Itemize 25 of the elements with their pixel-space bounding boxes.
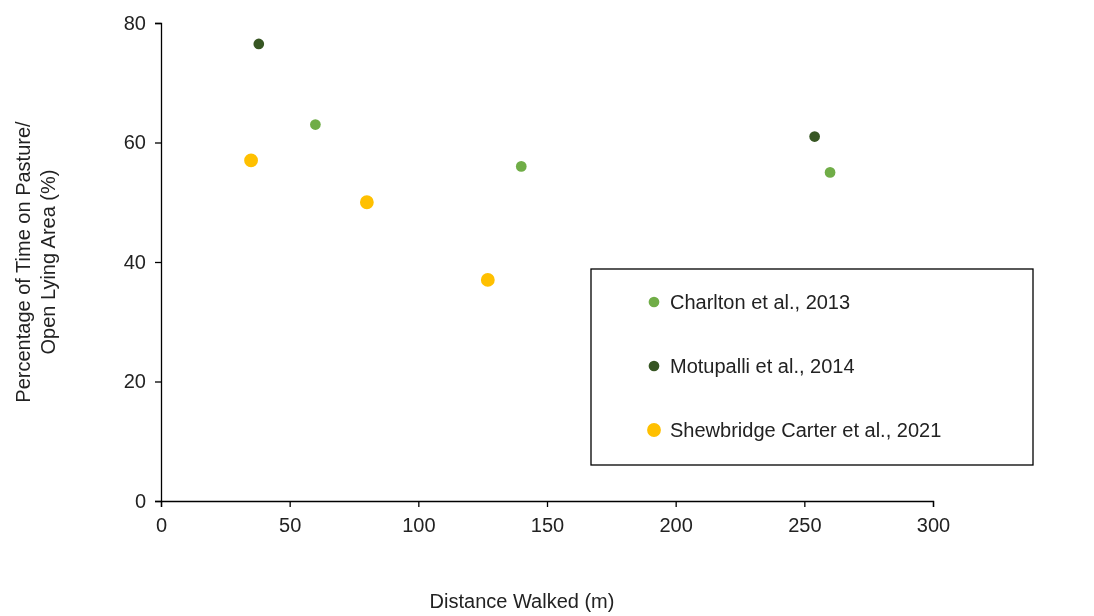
legend-label: Motupalli et al., 2014	[670, 355, 855, 377]
y-tick-label: 80	[123, 11, 146, 34]
x-tick-label: 300	[916, 514, 951, 536]
point	[515, 161, 527, 172]
x-tick-label: 250	[788, 514, 822, 536]
y-tick-label: 40	[123, 250, 146, 273]
legend-label: Shewbridge Carter et al., 2021	[670, 419, 942, 441]
x-tick-label: 0	[155, 514, 168, 536]
y-axis-title: Percentage of Time on Pasture/ Open Lying Area (%)	[12, 120, 59, 403]
y-tick-label: 60	[123, 131, 146, 154]
x-tick-label: 100	[402, 514, 436, 536]
x-tick-label: 150	[530, 514, 565, 536]
y-tick-label: 0	[134, 489, 146, 512]
x-axis-title: Distance Walked (m)	[429, 590, 615, 612]
point	[824, 167, 836, 178]
point	[310, 119, 321, 130]
legend-label: Charlton et al., 2013	[670, 291, 851, 313]
point	[244, 153, 258, 168]
point	[253, 38, 265, 50]
x-tick-label: 50	[279, 514, 302, 536]
point	[480, 273, 495, 287]
y-tick-label: 20	[123, 370, 146, 393]
x-tick-label: 200	[659, 514, 693, 536]
point	[359, 195, 374, 210]
point	[809, 131, 820, 142]
